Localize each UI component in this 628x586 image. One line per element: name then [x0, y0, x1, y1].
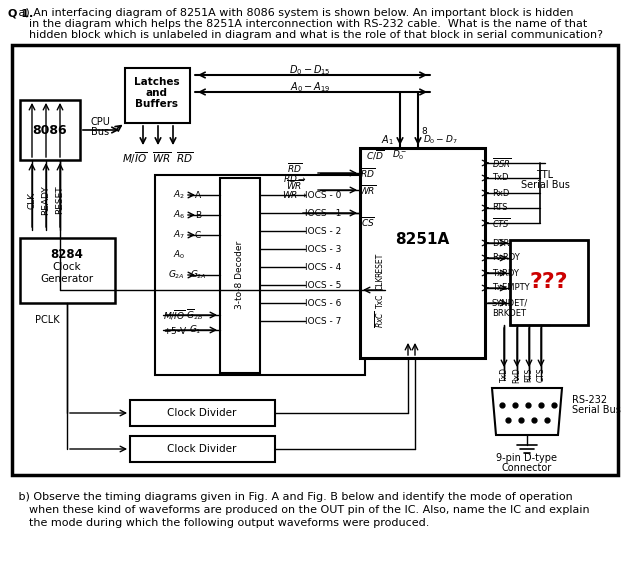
Text: 8086: 8086	[33, 124, 67, 137]
Text: IOCS - 4: IOCS - 4	[305, 263, 341, 271]
Text: RESET: RESET	[376, 253, 384, 277]
Text: Clock Divider: Clock Divider	[167, 444, 237, 454]
Text: $A_7$: $A_7$	[173, 229, 185, 241]
Text: B: B	[195, 210, 201, 220]
Bar	[20, 100, 80, 160]
Text: Serial Bus: Serial Bus	[572, 405, 621, 415]
Text: hidden block which is unlabeled in diagram and what is the role of that block in: hidden block which is unlabeled in diagr…	[8, 30, 603, 40]
Text: CTS: CTS	[536, 367, 546, 382]
Text: $C/\overline{D}$: $C/\overline{D}$	[366, 148, 384, 162]
Text: $A_6$: $A_6$	[173, 209, 185, 222]
Text: IOCS - 0: IOCS - 0	[305, 190, 342, 199]
Text: IOCS - 3: IOCS - 3	[305, 244, 342, 254]
Text: and: and	[146, 88, 168, 98]
Text: IOCS - 7: IOCS - 7	[305, 316, 342, 325]
Text: Buffers: Buffers	[136, 99, 178, 109]
Text: Clock: Clock	[53, 262, 81, 272]
Text: $A_0 - A_{19}$: $A_0 - A_{19}$	[290, 80, 330, 94]
Text: $A_1$: $A_1$	[381, 133, 394, 147]
Text: 8251A: 8251A	[395, 233, 449, 247]
Bar	[125, 68, 190, 123]
Text: IOCS - 1: IOCS - 1	[305, 209, 342, 217]
Text: ???: ???	[529, 272, 568, 292]
Text: CLK: CLK	[376, 276, 384, 290]
Text: a) An interfacing diagram of 8251A with 8086 system is shown below. An important: a) An interfacing diagram of 8251A with …	[8, 8, 573, 18]
Text: 8: 8	[421, 128, 427, 137]
Text: $\overline{RxC}$: $\overline{RxC}$	[374, 311, 386, 328]
Text: $G_{2A}$: $G_{2A}$	[168, 269, 185, 281]
Bar	[20, 238, 115, 303]
Text: $A_0$: $A_0$	[173, 248, 185, 261]
Text: $+5\text{-V}$: $+5\text{-V}$	[163, 325, 188, 336]
Text: $\overline{DSR}$: $\overline{DSR}$	[492, 156, 512, 170]
Bar	[130, 400, 275, 426]
Bar	[155, 175, 365, 375]
Text: TxC: TxC	[376, 294, 384, 308]
Text: $D_0^-$: $D_0^-$	[392, 148, 408, 162]
Bar	[155, 175, 355, 365]
Text: Connector: Connector	[502, 463, 552, 473]
Text: $\overline{RD}$: $\overline{RD}$	[288, 161, 303, 175]
Text: $\overline{CS}$: $\overline{CS}$	[361, 215, 375, 229]
Text: in the diagram which helps the 8251A interconnection with RS-232 cable.  What is: in the diagram which helps the 8251A int…	[8, 19, 587, 29]
Text: IOCS - 5: IOCS - 5	[305, 281, 342, 289]
Text: $G_1$: $G_1$	[189, 323, 201, 336]
Text: Latches: Latches	[134, 77, 180, 87]
Text: $\overline{G}_{2B}$: $\overline{G}_{2B}$	[187, 308, 203, 322]
Text: $\overline{RD}$: $\overline{RD}$	[360, 166, 376, 180]
Text: Bus: Bus	[91, 127, 109, 137]
Bar	[130, 436, 275, 462]
Text: BRKDET: BRKDET	[492, 308, 526, 318]
Text: $RD\rightarrow$: $RD\rightarrow$	[283, 172, 307, 183]
Text: TxEMPTY: TxEMPTY	[492, 284, 529, 292]
Text: TxD: TxD	[499, 367, 509, 383]
Text: $A_2$: $A_2$	[173, 189, 185, 201]
Text: RTS: RTS	[524, 368, 534, 382]
Text: RxRDY: RxRDY	[492, 254, 520, 263]
Text: $\overline{WR}$: $\overline{WR}$	[286, 178, 303, 192]
Text: PCLK: PCLK	[35, 315, 60, 325]
Text: $\overline{WR}$: $\overline{WR}$	[359, 183, 377, 197]
Text: IOCS - 6: IOCS - 6	[305, 298, 342, 308]
Text: $WR\rightarrow$: $WR\rightarrow$	[282, 189, 308, 200]
Text: 8284: 8284	[51, 248, 84, 261]
Text: TxRDY: TxRDY	[492, 268, 519, 278]
Text: $G_{2A}$: $G_{2A}$	[190, 269, 207, 281]
Text: 9-pin D-type: 9-pin D-type	[497, 453, 558, 463]
Text: RESET: RESET	[55, 186, 65, 214]
Text: Clock Divider: Clock Divider	[167, 408, 237, 418]
Text: $M/\overline{IO}\ \ \overline{WR}\ \ \overline{RD}$: $M/\overline{IO}\ \ \overline{WR}\ \ \ov…	[122, 150, 194, 166]
Text: $D_0 - D_{15}$: $D_0 - D_{15}$	[289, 63, 331, 77]
Text: when these kind of waveforms are produced on the OUT pin of the IC. Also, name t: when these kind of waveforms are produce…	[8, 505, 590, 515]
Text: b) Observe the timing diagrams given in Fig. A and Fig. B below and identify the: b) Observe the timing diagrams given in …	[8, 492, 573, 502]
Text: RS-232: RS-232	[572, 395, 607, 405]
Text: SYNDET/: SYNDET/	[492, 298, 528, 308]
Text: RxD: RxD	[512, 367, 521, 383]
Text: Generator: Generator	[40, 274, 94, 284]
Text: $\overline{CTS}$: $\overline{CTS}$	[492, 216, 511, 230]
Text: DTR: DTR	[492, 239, 509, 247]
Bar	[220, 178, 260, 373]
Bar	[12, 45, 618, 475]
Text: $M/\overline{IO}$: $M/\overline{IO}$	[163, 308, 185, 322]
Text: TTL: TTL	[536, 170, 553, 180]
Text: READY: READY	[41, 185, 50, 215]
Text: $D_0 - D_7$: $D_0 - D_7$	[423, 134, 457, 146]
Text: RTS: RTS	[492, 203, 507, 213]
Polygon shape	[492, 388, 562, 435]
Text: the mode during which the following output waveforms were produced.: the mode during which the following outp…	[8, 518, 430, 528]
Text: Serial Bus: Serial Bus	[521, 180, 570, 190]
Text: C: C	[195, 230, 201, 240]
Text: RxD: RxD	[492, 189, 509, 197]
Bar	[510, 240, 588, 325]
Text: TxD: TxD	[492, 173, 509, 182]
Text: IOCS - 2: IOCS - 2	[305, 227, 341, 236]
Bar	[360, 148, 485, 358]
Text: 3-to-8 Decoder: 3-to-8 Decoder	[236, 241, 244, 309]
Text: Q 1.: Q 1.	[8, 8, 33, 18]
Text: CPU: CPU	[90, 117, 110, 127]
Text: CLK: CLK	[28, 192, 36, 209]
Text: A: A	[195, 190, 201, 199]
